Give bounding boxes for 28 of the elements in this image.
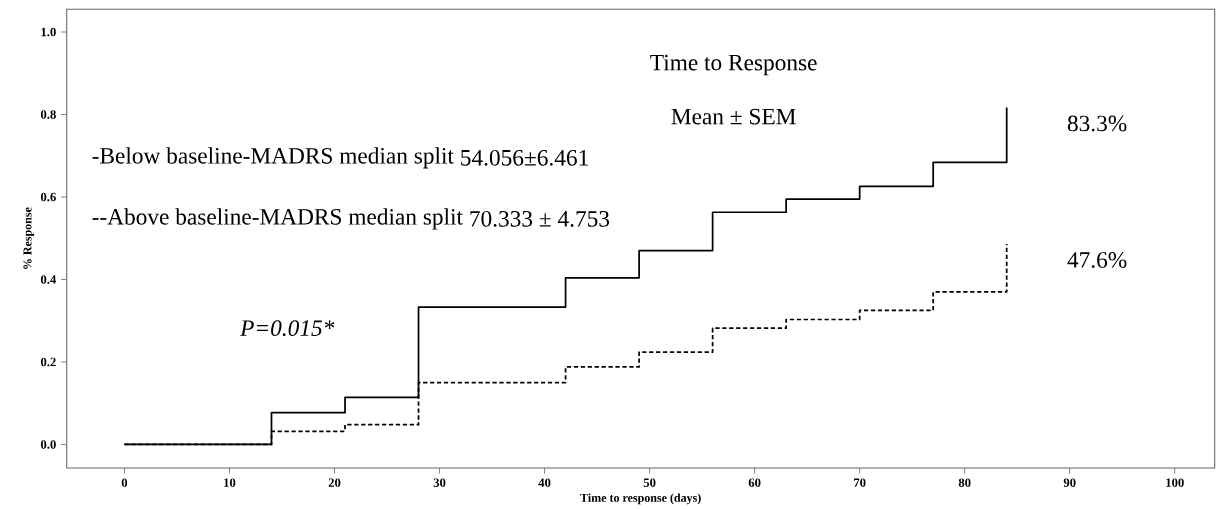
x-tick-label: 90	[1063, 478, 1076, 488]
x-tick-label: 10	[224, 478, 236, 488]
x-tick-label: 80	[958, 478, 971, 488]
y-tick-label: 0.0	[40, 440, 56, 449]
x-tick-label: 0	[121, 478, 128, 488]
annotation: Mean ± SEM	[671, 108, 796, 125]
annotation: --Above baseline-MADRS median split	[92, 208, 463, 230]
x-tick-label: 60	[748, 478, 761, 488]
annotation: 70.333 ± 4.753	[470, 211, 610, 227]
x-tick-label: 70	[854, 478, 866, 488]
y-axis-title: % Response	[23, 207, 34, 270]
annotation: 54.056±6.461	[461, 150, 588, 166]
y-tick-label: 0.8	[40, 110, 56, 119]
x-tick-label: 30	[433, 478, 446, 488]
y-tick-label: 0.4	[40, 275, 57, 284]
annotation: 83.3%	[1067, 115, 1127, 132]
annotation: P=0.015*	[240, 320, 335, 337]
x-axis-title: Time to response (days)	[580, 493, 701, 505]
annotation: Time to Response	[650, 54, 817, 76]
x-tick-label: 40	[538, 478, 551, 488]
annotation: 47.6%	[1067, 252, 1127, 269]
y-tick-label: 1.0	[41, 27, 56, 37]
x-tick-label: 20	[328, 478, 341, 488]
annotation: -Below baseline-MADRS median split	[92, 147, 454, 169]
y-tick-label: 0.2	[40, 357, 56, 367]
x-tick-label: 50	[643, 478, 656, 488]
x-tick-label: 100	[1166, 478, 1184, 488]
y-tick-label: 0.6	[40, 192, 56, 202]
